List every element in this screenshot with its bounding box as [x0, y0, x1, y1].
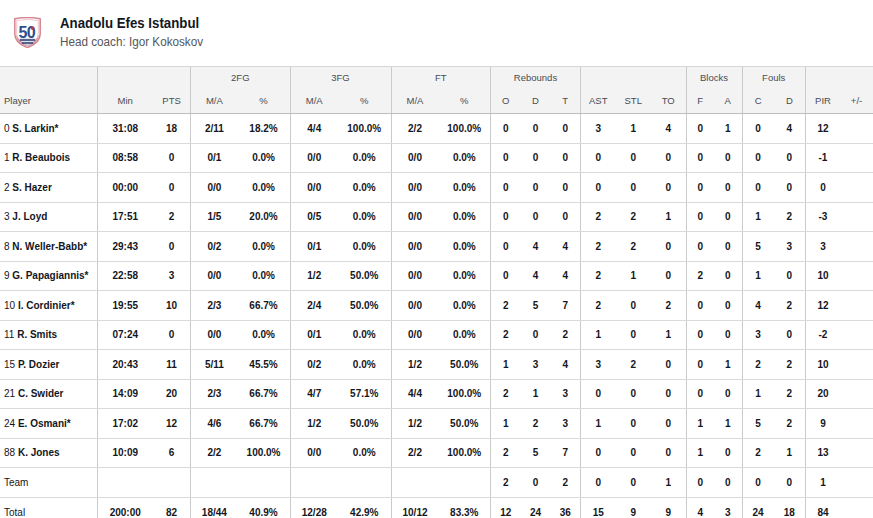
svg-text:50: 50: [19, 24, 36, 41]
